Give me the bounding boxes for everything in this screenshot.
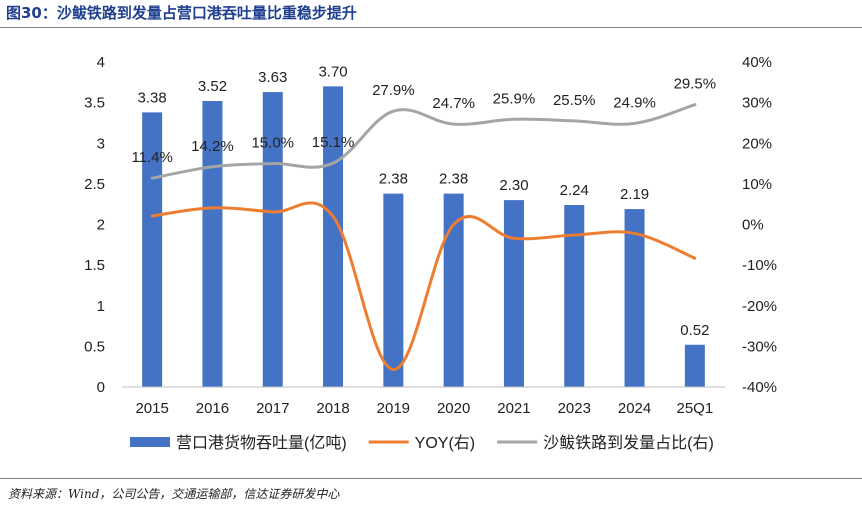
share-line [150,103,697,180]
bar-2019 [383,193,404,387]
x-tick-2018: 2018 [316,400,349,417]
right-tick--30%: -30% [742,338,777,355]
right-tick-40%: 40% [742,54,772,71]
right-tick--20%: -20% [742,298,777,315]
bar-label-2016: 3.52 [198,78,227,95]
bar-2021 [503,200,524,387]
bar-2023 [564,205,585,387]
right-tick--10%: -10% [742,257,777,274]
x-tick-2015: 2015 [135,400,168,417]
bar-2020 [443,193,464,387]
left-tick-2.5: 2.5 [84,176,105,193]
share-label-2015: 11.4% [131,149,172,166]
left-tick-3.5: 3.5 [84,95,105,112]
x-tick-2024: 2024 [618,400,651,417]
share-label-2024: 24.9% [613,94,656,111]
source-note: 资料来源：Wind，公司公告，交通运输部，信达证券研发中心 [8,487,340,501]
source-divider [0,478,862,479]
figure-title: 图30：沙鲅铁路到发量占营口港吞吐量比重稳步提升 [6,4,357,22]
legend-share-label: 沙鲅铁路到发量占比(右) [543,434,714,452]
legend-yoy-label: YOY(右) [415,434,475,452]
bar-label-2023: 2.24 [560,182,589,199]
bar-label-2019: 2.38 [379,171,408,188]
right-tick-20%: 20% [742,135,772,152]
bar-label-2021: 2.30 [499,177,528,194]
bar-label-2024: 2.19 [620,186,649,203]
left-tick-4: 4 [97,54,105,71]
share-label-2023: 25.5% [553,92,596,109]
x-tick-2017: 2017 [256,400,289,417]
share-label-2021: 25.9% [493,90,536,107]
left-tick-0: 0 [97,379,105,396]
x-tick-2023: 2023 [558,400,591,417]
legend-bar-label: 营口港货物吞吐量(亿吨) [176,434,347,452]
x-tick-2016: 2016 [196,400,229,417]
share-label-2018: 15.1% [312,134,355,151]
x-tick-2021: 2021 [497,400,530,417]
bar-label-25Q1: 0.52 [680,322,709,339]
share-label-2016: 14.2% [191,138,234,155]
left-tick-2: 2 [97,217,105,234]
bar-2016 [202,101,223,387]
left-tick-0.5: 0.5 [84,338,105,355]
bar-2018 [323,86,344,387]
share-label-25Q1: 29.5% [674,76,717,93]
bar-label-2015: 3.38 [138,89,167,106]
share-label-2020: 24.7% [432,95,475,112]
x-tick-2020: 2020 [437,400,470,417]
right-tick-0%: 0% [742,217,764,234]
left-tick-1.5: 1.5 [84,257,105,274]
right-tick--40%: -40% [742,379,777,396]
x-tick-2019: 2019 [377,400,410,417]
share-label-2017: 15.0% [251,135,294,152]
bar-2017 [262,92,283,387]
left-tick-1: 1 [97,298,105,315]
bar-2024 [624,209,645,387]
yoy-line [150,201,697,372]
bar-25Q1 [684,344,705,387]
left-tick-3: 3 [97,135,105,152]
legend-bar-swatch [130,437,170,447]
bar-2015 [142,112,163,387]
share-label-2019: 27.9% [372,82,415,99]
right-tick-10%: 10% [742,176,772,193]
bar-label-2020: 2.38 [439,171,468,188]
chart: 0 0.5 1 1.5 2 2.5 3 3.5 4 -40% -30% -20% -10% 0% 10% 20… [84,54,777,452]
x-tick-25Q1: 25Q1 [676,400,713,417]
title-divider [0,27,862,28]
bar-label-2017: 3.63 [258,69,287,86]
right-tick-30%: 30% [742,95,772,112]
bar-label-2018: 3.70 [318,63,347,80]
